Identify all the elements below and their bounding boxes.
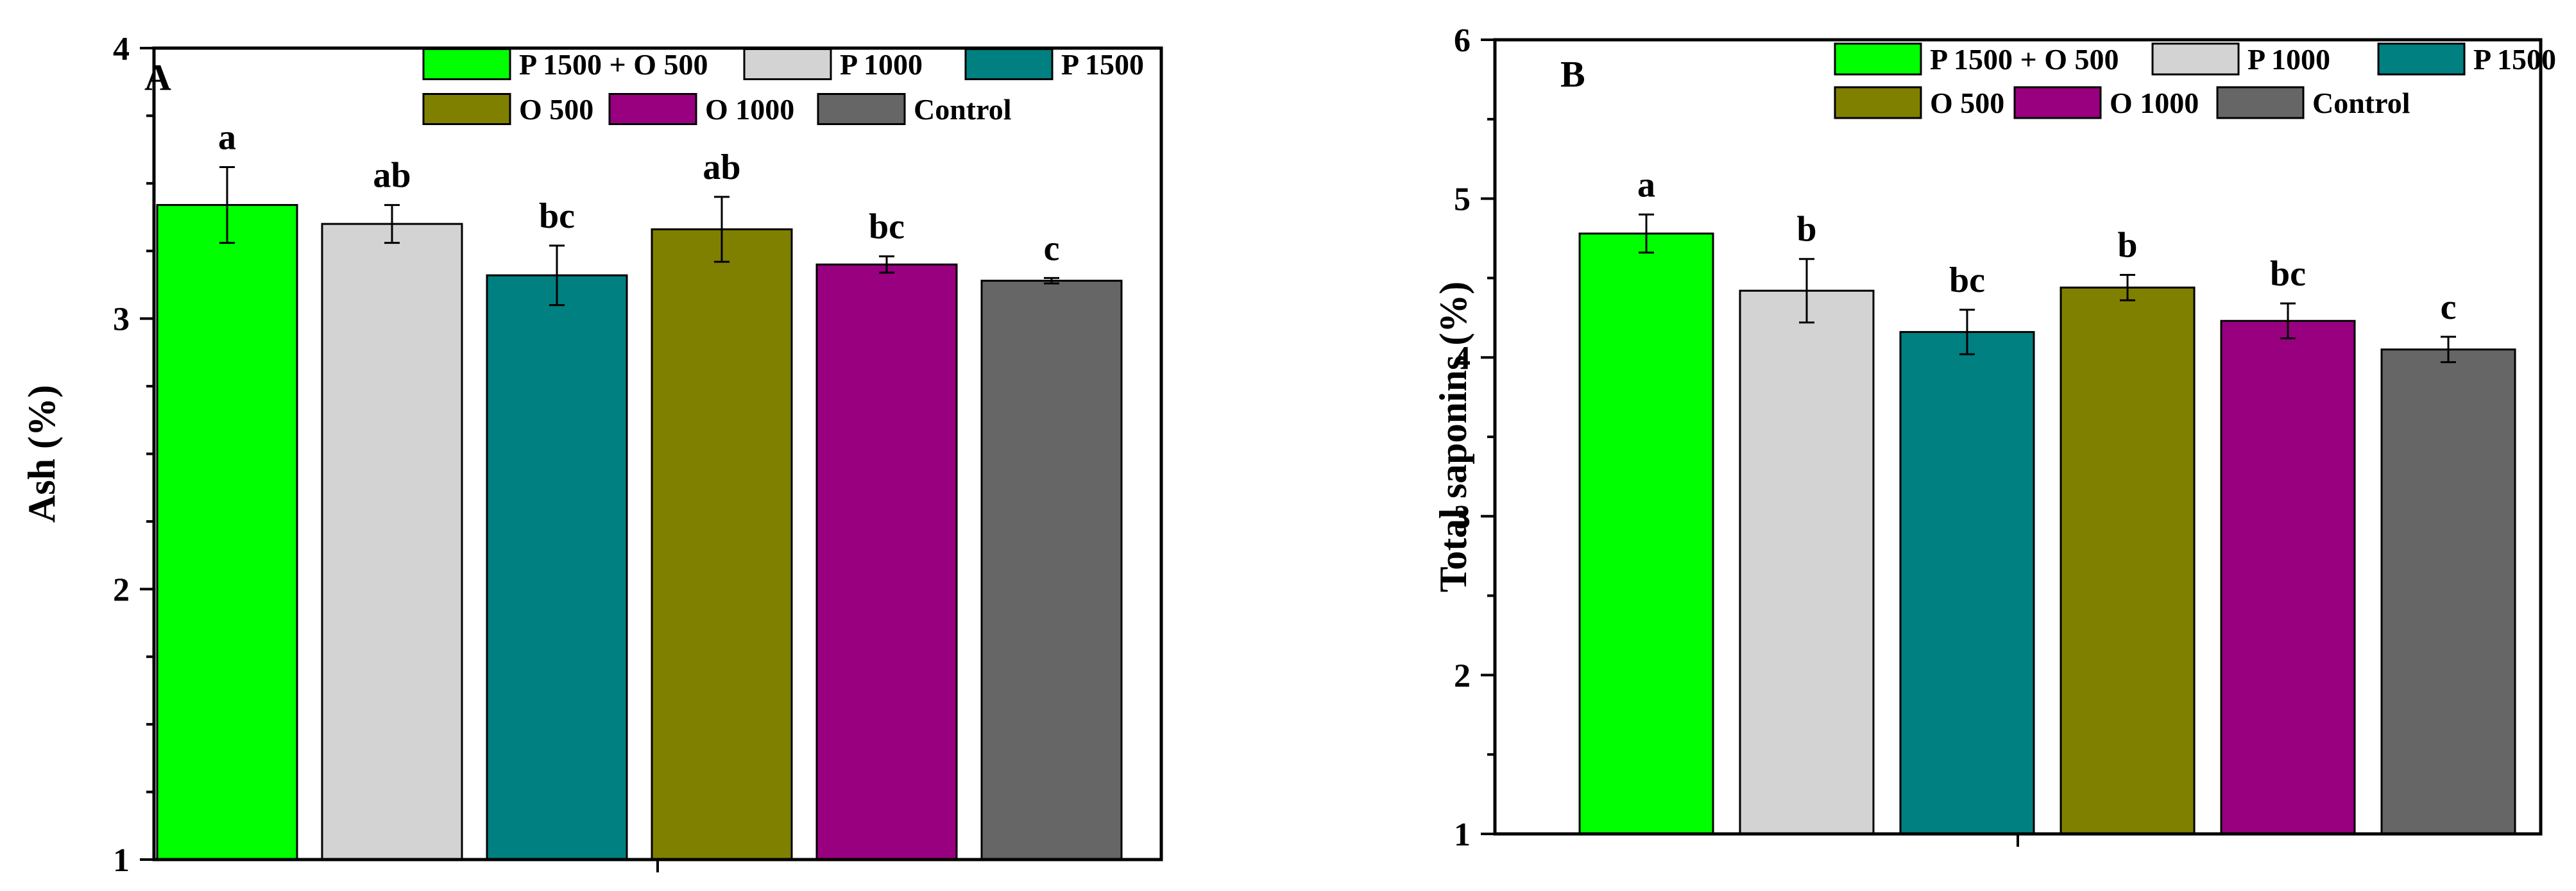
error-bar-a-1: [219, 166, 235, 244]
bar-b-6: [2380, 348, 2516, 835]
error-bar-a-2: [384, 204, 400, 244]
y-tick-label-a-3: 3: [113, 301, 130, 338]
bar-b-4: [2060, 286, 2196, 835]
error-bar-b-4: [2120, 273, 2135, 301]
legend-label-b-1: P 1500 + O 500: [1930, 43, 2119, 76]
y-tick-label-b-5: 5: [1454, 182, 1471, 218]
sig-letter-b-4: b: [2117, 225, 2137, 265]
legend-swatch-b-2: [2151, 42, 2240, 76]
y-tick-label-a-2: 2: [113, 572, 130, 608]
y-axis-title-a: Ash (%): [21, 385, 63, 523]
bar-b-2: [1739, 289, 1875, 835]
legend-swatch-a-5: [608, 93, 697, 125]
y-tick-label-b-4: 4: [1454, 340, 1471, 377]
legend-swatch-b-6: [2216, 86, 2305, 119]
y-tick-label-b-2: 2: [1454, 658, 1471, 694]
legend-label-a-6: Control: [914, 93, 1012, 126]
bar-a-1: [156, 204, 298, 861]
sig-letter-a-3: bc: [539, 196, 575, 236]
sig-letter-a-4: ab: [703, 148, 740, 187]
sig-letter-a-1: a: [218, 118, 236, 158]
sig-letter-b-1: a: [1637, 165, 1655, 205]
error-bar-b-6: [2441, 335, 2456, 364]
legend-swatch-b-4: [1834, 86, 1922, 119]
y-tick-label-a-1: 1: [113, 842, 130, 879]
legend-label-b-3: P 1500: [2473, 43, 2556, 76]
bar-b-5: [2220, 319, 2356, 835]
y-tick-label-b-1: 1: [1454, 817, 1471, 853]
legend-label-b-6: Control: [2312, 87, 2410, 119]
legend-label-a-2: P 1000: [840, 48, 923, 81]
error-bar-a-4: [714, 196, 729, 263]
bar-a-4: [651, 228, 793, 861]
error-bar-b-3: [1959, 309, 1975, 355]
bar-a-3: [486, 274, 628, 861]
y-axis-ticks-b: [1481, 38, 1495, 835]
sig-letter-a-5: bc: [869, 207, 905, 247]
sig-letter-b-2: b: [1796, 210, 1816, 250]
error-bar-a-6: [1044, 276, 1059, 285]
bar-b-1: [1578, 232, 1714, 835]
error-bar-a-3: [549, 244, 565, 307]
legend-label-a-3: P 1500: [1061, 48, 1144, 81]
legend-swatch-a-6: [817, 93, 906, 125]
legend-swatch-a-4: [422, 93, 511, 125]
legend-label-a-5: O 1000: [705, 93, 794, 126]
error-bar-a-5: [879, 255, 894, 274]
panel-label-b: B: [1560, 53, 1585, 95]
legend-swatch-a-2: [743, 48, 832, 80]
legend-swatch-b-1: [1834, 42, 1922, 76]
sig-letter-b-5: bc: [2270, 254, 2306, 294]
bar-b-3: [1899, 331, 2035, 835]
bar-a-2: [321, 223, 463, 861]
legend-swatch-a-1: [422, 48, 511, 80]
legend-label-b-4: O 500: [1930, 87, 2004, 119]
legend-swatch-a-3: [964, 48, 1053, 80]
legend-label-a-1: P 1500 + O 500: [519, 48, 708, 81]
sig-letter-a-6: c: [1044, 228, 1060, 268]
sig-letter-a-2: ab: [373, 156, 411, 196]
y-tick-label-b-3: 3: [1454, 499, 1471, 536]
error-bar-b-1: [1639, 213, 1654, 254]
panel-label-a: A: [144, 56, 171, 98]
y-tick-label-b-6: 6: [1454, 22, 1471, 59]
legend-swatch-b-5: [2013, 86, 2102, 119]
error-bar-b-2: [1799, 258, 1814, 324]
legend-label-a-4: O 500: [519, 93, 593, 126]
sig-letter-b-3: bc: [1949, 260, 1985, 300]
y-axis-ticks-a: [140, 47, 154, 861]
bar-a-6: [980, 280, 1123, 861]
bar-a-5: [815, 263, 958, 861]
legend-label-b-5: O 1000: [2110, 87, 2199, 119]
legend-label-b-2: P 1000: [2248, 43, 2330, 76]
legend-swatch-b-3: [2377, 42, 2466, 76]
y-axis-title-b: Total saponins (%): [1432, 282, 1474, 593]
y-tick-label-a-4: 4: [113, 31, 130, 67]
sig-letter-b-6: c: [2441, 287, 2457, 327]
error-bar-b-5: [2280, 302, 2296, 339]
